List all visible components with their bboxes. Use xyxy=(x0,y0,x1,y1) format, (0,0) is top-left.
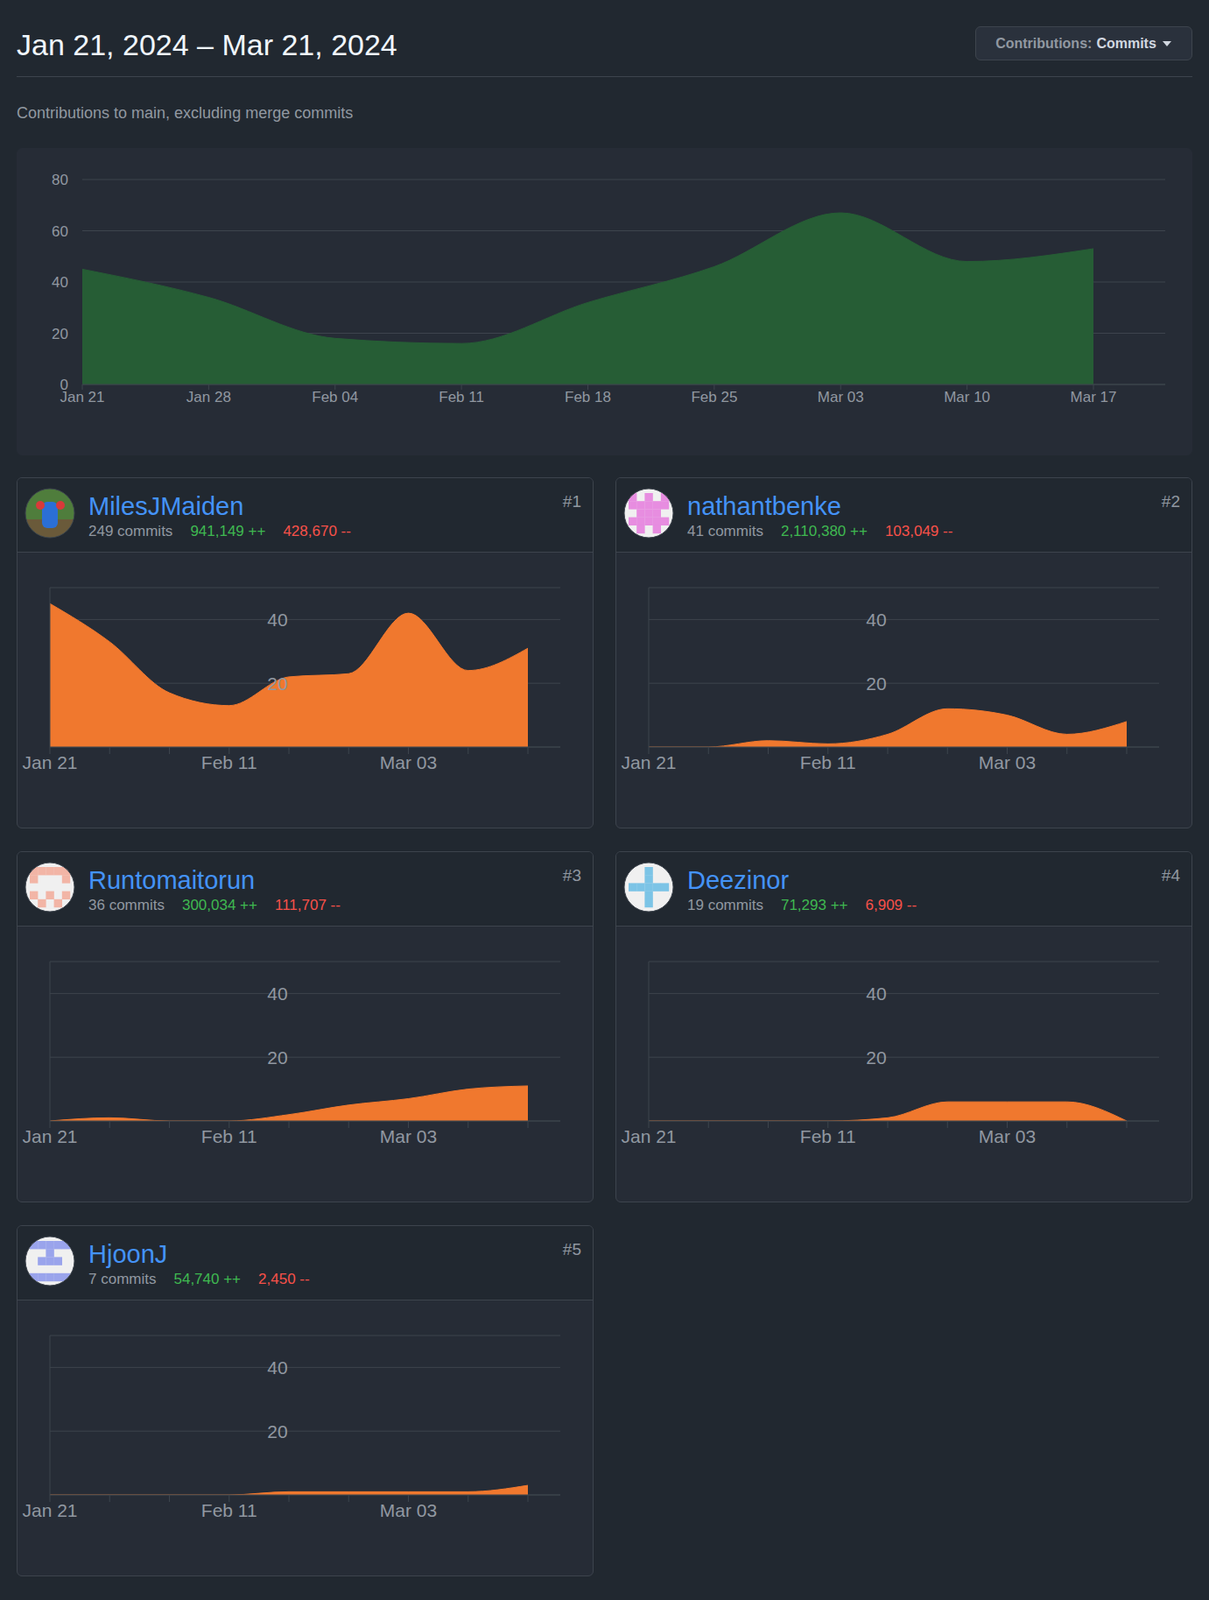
svg-text:Feb 11: Feb 11 xyxy=(800,752,857,773)
html-text:Jan 21, 2024 – Mar 21, 2024: Jan 21, 2024 – Mar 21, 2024 xyxy=(16,28,398,62)
svg-text:Mar 03: Mar 03 xyxy=(379,1125,437,1146)
html-text:Contributions: Commits: Contributions: Commits xyxy=(995,35,1157,51)
svg-text:20: 20 xyxy=(865,1047,886,1068)
html-text:2,110,380 ++: 2,110,380 ++ xyxy=(780,522,868,540)
html-text:#1: #1 xyxy=(562,492,582,511)
html-text:111,707 --: 111,707 -- xyxy=(274,896,341,914)
html-text:#4: #4 xyxy=(1161,865,1181,885)
svg-text:Jan 21: Jan 21 xyxy=(620,1125,676,1146)
svg-text:40: 40 xyxy=(865,983,886,1004)
svg-text:Mar 03: Mar 03 xyxy=(978,752,1036,773)
html-text:Deezinor: Deezinor xyxy=(687,865,789,894)
svg-text:40: 40 xyxy=(267,983,288,1004)
svg-text:Mar 03: Mar 03 xyxy=(978,1125,1036,1146)
svg-text:Mar 10: Mar 10 xyxy=(943,388,991,406)
html-text:428,670 --: 428,670 -- xyxy=(283,522,351,540)
svg-text:Feb 04: Feb 04 xyxy=(311,388,359,406)
svg-text:40: 40 xyxy=(865,609,886,630)
svg-text:Jan 21: Jan 21 xyxy=(21,1125,78,1146)
html-text:#3: #3 xyxy=(562,865,582,885)
html-text:#5: #5 xyxy=(562,1239,582,1259)
svg-text:Jan 21: Jan 21 xyxy=(620,752,676,773)
svg-text:20: 20 xyxy=(51,325,69,343)
html-text:2,450 --: 2,450 -- xyxy=(258,1270,310,1287)
svg-text:20: 20 xyxy=(267,1420,288,1441)
svg-text:Mar 03: Mar 03 xyxy=(379,1499,437,1520)
svg-text:Jan 21: Jan 21 xyxy=(59,388,105,406)
svg-text:Jan 28: Jan 28 xyxy=(186,388,232,406)
html-text:54,740 ++: 54,740 ++ xyxy=(173,1270,241,1287)
html-text:Runtomaitorun: Runtomaitorun xyxy=(88,865,255,894)
svg-text:Feb 25: Feb 25 xyxy=(690,388,738,406)
html-text:19 commits: 19 commits xyxy=(687,896,764,914)
html-text:103,049 --: 103,049 -- xyxy=(884,522,953,540)
svg-text:40: 40 xyxy=(267,609,288,630)
svg-text:Feb 11: Feb 11 xyxy=(438,388,485,406)
svg-text:20: 20 xyxy=(865,673,886,694)
html-text:36 commits: 36 commits xyxy=(88,896,165,914)
html-text:#2: #2 xyxy=(1161,492,1181,511)
html-text:7 commits: 7 commits xyxy=(88,1270,157,1287)
svg-text:40: 40 xyxy=(267,1356,288,1378)
svg-text:20: 20 xyxy=(267,673,288,694)
html-text:71,293 ++: 71,293 ++ xyxy=(780,896,848,914)
svg-text:Feb 11: Feb 11 xyxy=(201,1125,258,1146)
html-text:249 commits: 249 commits xyxy=(88,522,173,540)
svg-text:Mar 03: Mar 03 xyxy=(817,388,865,406)
svg-text:Feb 18: Feb 18 xyxy=(564,388,612,406)
svg-text:80: 80 xyxy=(51,171,69,189)
svg-text:Feb 11: Feb 11 xyxy=(201,752,258,773)
svg-text:40: 40 xyxy=(51,274,69,291)
svg-text:Mar 03: Mar 03 xyxy=(379,752,437,773)
svg-text:0: 0 xyxy=(60,376,69,394)
html-text:941,149 ++: 941,149 ++ xyxy=(190,522,266,540)
svg-text:Feb 11: Feb 11 xyxy=(800,1125,857,1146)
html-text:HjoonJ: HjoonJ xyxy=(88,1239,168,1268)
html-text:41 commits: 41 commits xyxy=(687,522,764,540)
html-text:300,034 ++: 300,034 ++ xyxy=(182,896,258,914)
svg-text:Mar 17: Mar 17 xyxy=(1070,388,1118,406)
svg-text:Feb 11: Feb 11 xyxy=(201,1499,258,1520)
html-text:6,909 --: 6,909 -- xyxy=(865,896,917,914)
svg-text:20: 20 xyxy=(267,1047,288,1068)
svg-text:Jan 21: Jan 21 xyxy=(21,1499,78,1520)
html-text:MilesJMaiden: MilesJMaiden xyxy=(88,492,244,521)
svg-text:Jan 21: Jan 21 xyxy=(21,752,78,773)
html-text:Contributions to main, excludi: Contributions to main, excluding merge c… xyxy=(16,104,353,122)
svg-text:60: 60 xyxy=(51,223,69,240)
html-text:nathantbenke: nathantbenke xyxy=(687,492,842,521)
